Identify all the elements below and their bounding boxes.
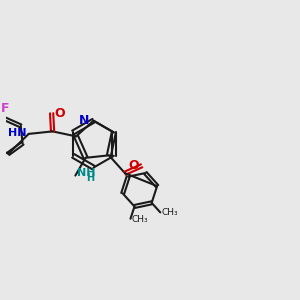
Text: CH₃: CH₃ — [161, 208, 178, 217]
Text: O: O — [128, 159, 139, 172]
Text: NH: NH — [77, 168, 96, 178]
Text: HN: HN — [8, 128, 27, 138]
Text: CH₃: CH₃ — [131, 215, 148, 224]
Text: O: O — [54, 107, 65, 120]
Text: F: F — [0, 102, 9, 115]
Text: H: H — [86, 173, 94, 184]
Text: N: N — [79, 114, 90, 127]
